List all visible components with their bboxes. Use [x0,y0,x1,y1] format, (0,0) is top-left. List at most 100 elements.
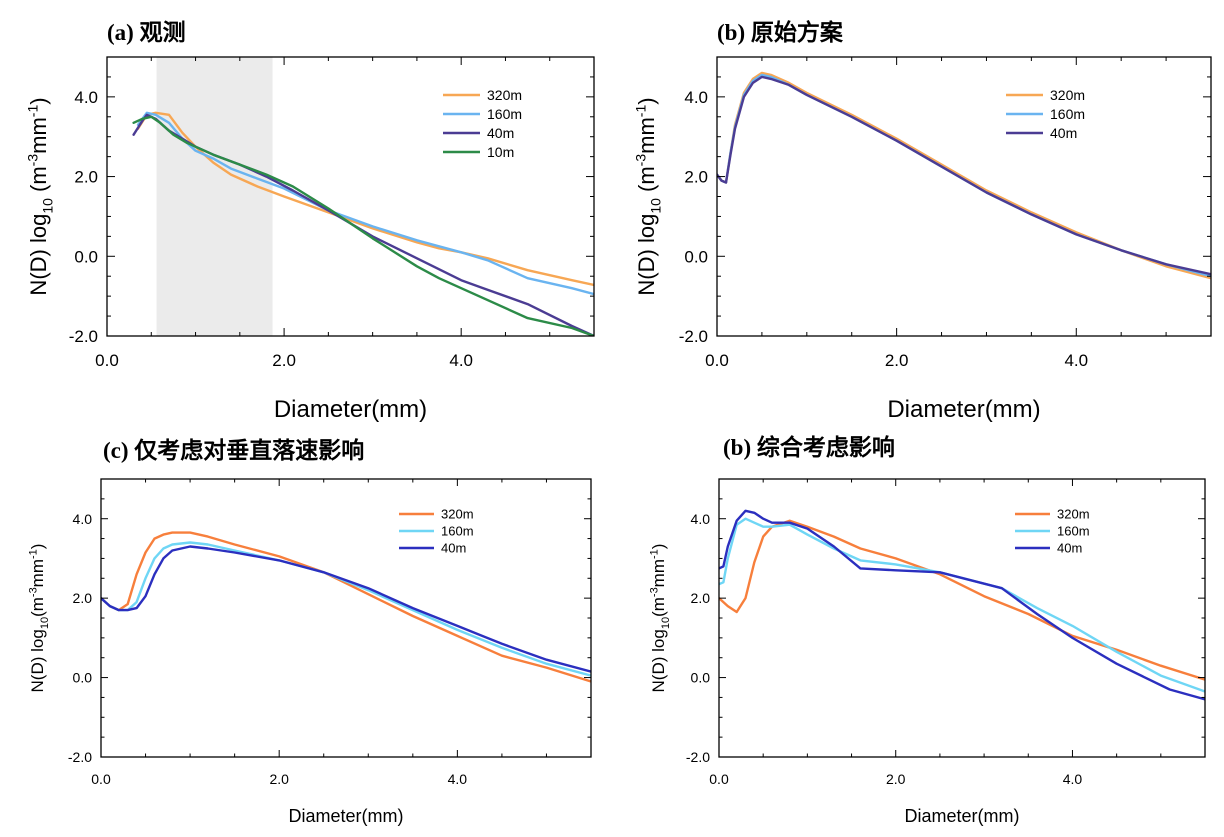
panel-title: (c) 仅考虑对垂直落速影响 [103,437,364,463]
panel-title: (a) 观测 [107,20,186,45]
y-tick-label: 4.0 [74,88,98,107]
y-axis-label-sup: -1 [633,105,649,118]
y-axis-label: N(D) log10 (m-3mm-1) [25,97,56,295]
y-axis-label-sup: -1 [649,549,661,559]
shaded-region [156,57,273,336]
series-line-40m [101,545,591,673]
x-axis-label: Diameter(mm) [289,806,404,826]
y-axis-label-main: N(D) log [28,629,47,692]
series-line-10m [132,115,594,336]
legend-label: 320m [487,87,522,103]
y-tick-label: 4.0 [684,88,708,107]
y-axis-label-unit: (m [649,597,668,617]
chart-panel-3: -2.0 0.0 2.0 4.0 0.0 2.0 4.0 (b) 综合考虑影响 Diameter… [649,434,1206,826]
plot-frame [100,478,592,758]
y-axis-label-unit: mm [26,117,51,154]
series-group [717,71,1211,280]
y-axis-label-sub: 10 [40,198,56,214]
y-axis-label: N(D) log10(m-3mm-1) [649,544,673,693]
series-group [132,111,594,336]
x-tick-label: 4.0 [1063,771,1083,787]
x-tick-label: 0.0 [95,351,119,370]
legend-label: 160m [487,106,522,122]
y-axis-label-sub: 10 [660,617,672,629]
x-tick-label: 2.0 [272,351,296,370]
x-tick-label: 4.0 [449,351,473,370]
legend-label: 160m [441,524,474,539]
x-tick-label: 2.0 [885,351,909,370]
x-axis-label: Diameter(mm) [274,396,427,423]
y-axis-label-unit: mm [28,559,47,587]
y-tick-label: -2.0 [69,327,98,346]
y-tick-label: 2.0 [73,590,93,606]
series-group [101,531,591,683]
y-axis-label-unit: (m [634,166,659,198]
series-line-320m [717,71,1211,280]
y-axis-label: N(D) log10 (m-3mm-1) [633,97,664,295]
chart-panel-0: -2.0 0.0 2.0 4.0 0.0 2.0 4.0 (a) 观测 Diameter(mm)… [25,20,595,423]
y-axis-label-unit: ) [634,97,659,104]
series-line-40m [719,509,1205,701]
legend-label: 40m [487,125,514,141]
series-line-160m [719,517,1205,693]
y-tick-label: 0.0 [74,247,98,266]
legend-label: 320m [441,507,474,522]
y-tick-label: 0.0 [691,670,711,686]
y-tick-label: -2.0 [68,749,92,765]
legend-label: 40m [1057,541,1082,556]
series-line-320m [136,111,594,287]
chart-panel-2: -2.0 0.0 2.0 4.0 0.0 2.0 4.0 (c) 仅考虑对垂直落速影响 Diam… [28,437,592,826]
legend-label: 40m [1050,125,1077,141]
y-tick-label: 4.0 [73,511,93,527]
series-line-320m [719,519,1205,681]
y-tick-label: -2.0 [686,749,710,765]
x-tick-label: 4.0 [1064,351,1088,370]
panel-title: (b) 综合考虑影响 [723,434,895,460]
series-line-160m [101,541,591,677]
y-tick-label: 2.0 [691,590,711,606]
y-axis-label-sup: -3 [649,587,661,597]
x-tick-label: 0.0 [705,351,729,370]
chart-panel-1: -2.0 0.0 2.0 4.0 0.0 2.0 4.0 (b) 原始方案 Diameter(m… [633,19,1212,423]
x-tick-label: 0.0 [91,771,111,787]
y-axis-label-sup: -1 [28,549,40,559]
series-group [719,509,1205,701]
y-axis-label-unit: (m [28,597,47,617]
x-tick-label: 2.0 [269,771,289,787]
x-axis-label: Diameter(mm) [887,396,1040,423]
y-tick-label: 4.0 [691,511,711,527]
series-line-320m [101,531,591,683]
y-axis-label-sup: -1 [25,105,41,118]
y-axis-label-unit: ) [649,544,668,550]
panel-title: (b) 原始方案 [717,19,844,45]
legend-label: 10m [487,144,514,160]
y-tick-label: -2.0 [679,327,708,346]
legend-label: 160m [1057,524,1090,539]
y-tick-label: 0.0 [73,670,93,686]
series-line-160m [136,111,594,296]
y-axis-label-main: N(D) log [649,629,668,692]
y-axis-label-main: N(D) log [26,214,51,296]
y-axis-label-sup: -3 [25,154,41,167]
legend-label: 40m [441,541,466,556]
x-tick-label: 0.0 [709,771,729,787]
y-axis-label-unit: mm [649,559,668,587]
y-axis-label-unit: mm [634,117,659,154]
legend-label: 320m [1050,87,1085,103]
y-axis-label: N(D) log10(m-3mm-1) [28,544,52,693]
legend-label: 160m [1050,106,1085,122]
x-axis-label: Diameter(mm) [905,806,1020,826]
x-tick-label: 4.0 [448,771,468,787]
legend-label: 320m [1057,507,1090,522]
y-tick-label: 0.0 [684,247,708,266]
y-axis-label-sup: -3 [28,587,40,597]
y-axis-label-main: N(D) log [634,214,659,296]
y-axis-label-sub: 10 [39,617,51,629]
y-axis-label-unit: ) [26,97,51,104]
x-tick-label: 2.0 [886,771,906,787]
y-tick-label: 2.0 [74,168,98,187]
y-axis-label-sup: -3 [633,154,649,167]
plot-frame [716,56,1212,337]
y-axis-label-sub: 10 [648,198,664,214]
